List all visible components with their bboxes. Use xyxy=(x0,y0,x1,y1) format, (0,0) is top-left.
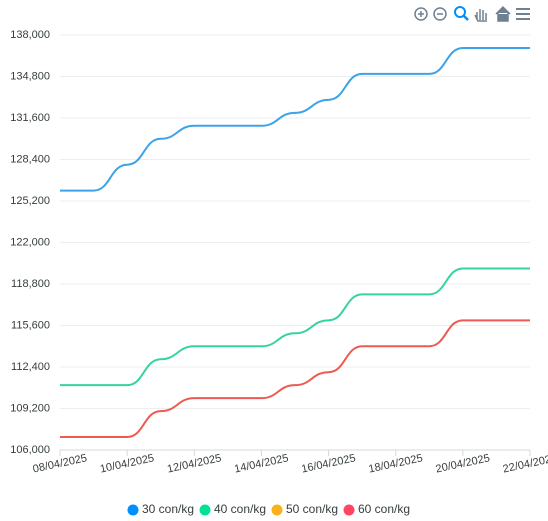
legend-marker xyxy=(199,504,211,516)
menu[interactable] xyxy=(516,8,530,20)
pan[interactable] xyxy=(474,9,487,22)
y-tick-label: 106,000 xyxy=(10,444,50,456)
legend: 30 con/kg 40 con/kg 50 con/kg 60 con/kg xyxy=(127,502,410,516)
series-line xyxy=(59,46,530,192)
legend-marker xyxy=(271,504,283,516)
series-line xyxy=(60,267,530,387)
series-line xyxy=(60,319,530,439)
y-tick-label: 112,400 xyxy=(11,361,50,373)
y-tick-label: 115,600 xyxy=(11,319,50,331)
y-tick-label: 125,200 xyxy=(10,195,50,207)
y-tick-label: 131,600 xyxy=(10,112,50,124)
legend-marker xyxy=(127,504,139,516)
reset[interactable] xyxy=(495,5,511,22)
y-tick-label: 128,400 xyxy=(10,153,50,165)
legend-label: 60 con/kg xyxy=(358,502,410,516)
toolbar[interactable] xyxy=(414,5,530,22)
zoom-out[interactable] xyxy=(433,7,447,21)
y-tick-label: 118,800 xyxy=(11,278,50,290)
y-tick-label: 134,800 xyxy=(10,70,50,82)
y-tick-label: 122,000 xyxy=(10,236,50,248)
legend-label: 30 con/kg xyxy=(142,502,194,516)
legend-marker xyxy=(343,504,355,516)
zoom-in[interactable] xyxy=(414,7,428,21)
y-tick-label: 138,000 xyxy=(10,29,50,41)
zoom[interactable] xyxy=(454,6,466,18)
legend-label: 40 con/kg xyxy=(214,502,266,516)
legend-label: 50 con/kg xyxy=(286,502,338,516)
x-tick-label: 22/04/2025 xyxy=(502,452,548,475)
y-tick-label: 109,200 xyxy=(10,402,50,414)
